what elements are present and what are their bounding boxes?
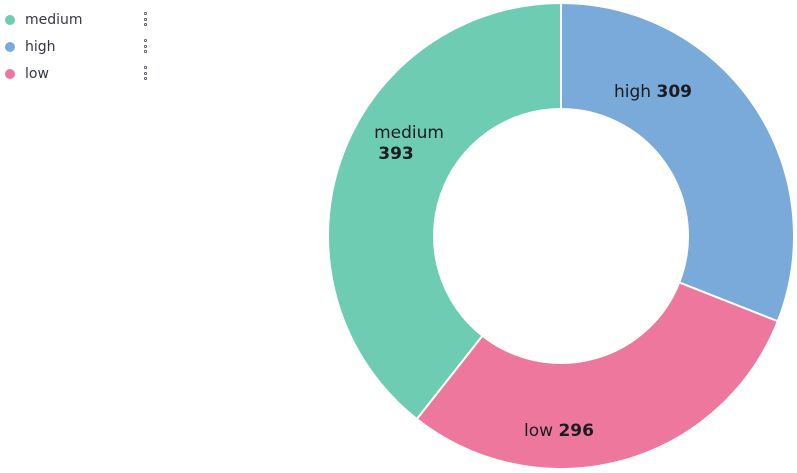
legend-item-medium[interactable]: medium bbox=[0, 6, 160, 33]
slice-high[interactable] bbox=[560, 1, 795, 323]
legend-options-icon[interactable] bbox=[143, 39, 147, 53]
legend-label: low bbox=[25, 65, 49, 82]
slice-low[interactable] bbox=[415, 281, 780, 470]
slice-category-text: high bbox=[614, 82, 656, 102]
slice-label-medium: medium 393 bbox=[374, 123, 444, 164]
slice-category-text: medium bbox=[374, 123, 444, 143]
legend-color-dot bbox=[5, 14, 15, 25]
slice-value-text: 309 bbox=[656, 82, 692, 102]
chart-legend: medium high low bbox=[0, 6, 160, 87]
legend-label: high bbox=[25, 38, 56, 55]
slice-value-text: 393 bbox=[378, 144, 414, 164]
legend-item-high[interactable]: high bbox=[0, 33, 160, 60]
slice-label-high: high 309 bbox=[614, 82, 692, 102]
legend-color-dot bbox=[5, 68, 15, 79]
slice-medium[interactable] bbox=[327, 1, 562, 421]
legend-options-icon[interactable] bbox=[143, 66, 147, 80]
slice-label-low: low 296 bbox=[524, 421, 594, 441]
legend-label: medium bbox=[25, 11, 83, 28]
legend-color-dot bbox=[5, 41, 15, 52]
legend-item-low[interactable]: low bbox=[0, 60, 160, 87]
slice-value-text: 296 bbox=[558, 421, 594, 441]
legend-options-icon[interactable] bbox=[143, 12, 147, 26]
slice-category-text: low bbox=[524, 421, 558, 441]
